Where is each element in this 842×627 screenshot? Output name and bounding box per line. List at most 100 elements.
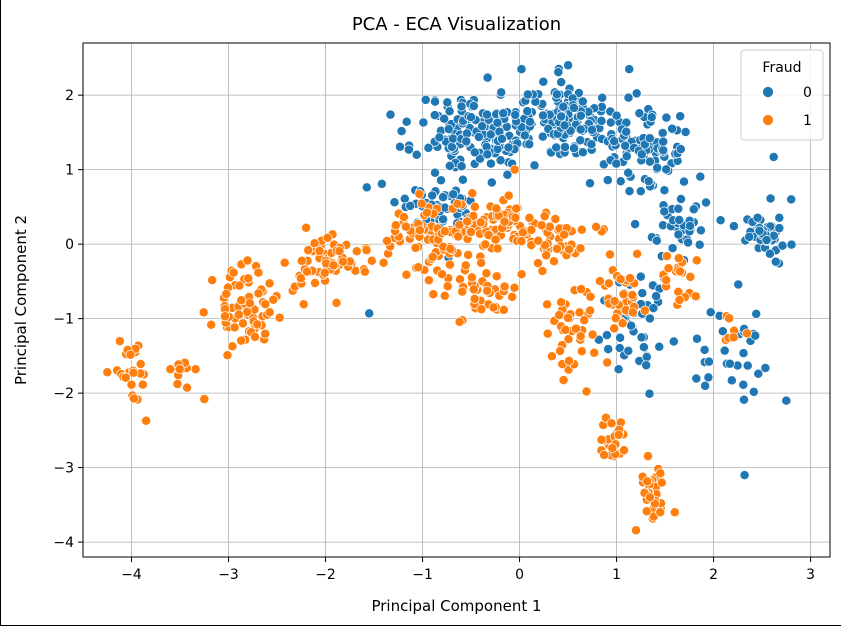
scatter-point	[575, 135, 586, 146]
plot-border	[82, 42, 831, 558]
scatter-point	[675, 111, 686, 122]
scatter-point	[485, 129, 496, 140]
scatter-point	[416, 198, 427, 209]
scatter-point	[576, 346, 587, 357]
scatter-point	[701, 197, 711, 208]
scatter-point	[673, 229, 684, 240]
scatter-point	[576, 284, 587, 295]
scatter-point	[602, 175, 613, 186]
scatter-point	[577, 147, 588, 158]
scatter-point	[573, 88, 584, 98]
scatter-point	[522, 89, 533, 100]
scatter-point	[466, 112, 476, 123]
scatter-point	[728, 332, 739, 343]
scatter-point	[753, 368, 764, 379]
scatter-point	[748, 386, 759, 397]
scatter-point	[587, 124, 597, 135]
scatter-point	[483, 230, 494, 240]
scatter-point	[398, 212, 409, 222]
scatter-point	[560, 142, 570, 152]
scatter-point	[524, 139, 535, 150]
scatter-point	[438, 192, 449, 203]
scatter-point	[761, 235, 772, 245]
scatter-point	[199, 394, 210, 405]
scatter-points	[102, 60, 797, 536]
scatter-point	[334, 246, 345, 257]
scatter-point	[564, 355, 574, 366]
scatter-point	[423, 275, 434, 286]
x-tick-label: 2	[709, 567, 718, 583]
scatter-point	[120, 372, 131, 383]
scatter-point	[467, 188, 478, 199]
scatter-point	[615, 332, 626, 343]
scatter-point	[260, 299, 271, 310]
scatter-point	[296, 255, 307, 266]
scatter-point	[651, 291, 662, 302]
scatter-point	[626, 320, 637, 331]
scatter-point	[491, 203, 502, 214]
scatter-point	[428, 289, 439, 300]
scatter-point	[434, 132, 445, 143]
scatter-point	[609, 296, 620, 307]
scatter-point	[624, 64, 635, 75]
scatter-point	[452, 198, 463, 209]
scatter-point	[126, 379, 137, 390]
y-tick-label: −4	[53, 535, 74, 551]
scatter-point	[563, 312, 573, 323]
scatter-point	[551, 89, 562, 100]
scatter-point	[648, 303, 659, 314]
scatter-point	[586, 139, 597, 150]
scatter-point	[553, 67, 564, 78]
scatter-point	[644, 156, 655, 167]
scatter-point	[536, 220, 547, 231]
scatter-point	[704, 356, 714, 367]
scatter-point	[468, 284, 479, 295]
scatter-point	[244, 298, 255, 309]
scatter-point	[549, 256, 559, 267]
scatter-point	[401, 269, 412, 280]
scatter-point	[556, 77, 567, 88]
x-tick-label: −3	[218, 567, 239, 583]
scatter-point	[423, 142, 434, 153]
scatter-point	[395, 141, 405, 152]
scatter-point	[396, 126, 407, 137]
scatter-point	[559, 229, 570, 240]
scatter-point	[643, 176, 654, 187]
x-tick-label: 1	[612, 567, 621, 583]
scatter-point	[390, 220, 401, 231]
scatter-point	[674, 215, 685, 225]
scatter-point	[456, 101, 467, 112]
series-1	[102, 164, 752, 536]
y-tick-label: −2	[53, 386, 74, 402]
scatter-point	[491, 271, 502, 282]
scatter-point	[700, 380, 711, 391]
scatter-point	[635, 271, 646, 282]
scatter-point	[738, 348, 749, 359]
scatter-point	[135, 359, 146, 369]
scatter-point	[480, 239, 491, 250]
scatter-point	[601, 330, 612, 341]
scatter-point	[571, 323, 581, 334]
scatter-point	[427, 251, 438, 262]
scatter-point	[659, 206, 670, 217]
scatter-point	[576, 224, 587, 235]
y-tick-label: 2	[65, 88, 74, 104]
scatter-point	[236, 335, 247, 346]
scatter-point	[641, 360, 652, 371]
scatter-point	[141, 415, 152, 426]
scatter-point	[314, 245, 325, 256]
scatter-point	[463, 249, 474, 260]
scatter-point	[609, 323, 620, 334]
scatter-point	[644, 388, 655, 399]
scatter-point	[469, 201, 480, 212]
scatter-point	[695, 225, 706, 236]
scatter-point	[366, 255, 377, 266]
scatter-point	[739, 394, 749, 405]
scatter-point	[739, 470, 750, 481]
x-tick-label: −2	[315, 567, 336, 583]
scatter-point	[444, 259, 455, 270]
scatter-point	[636, 332, 647, 343]
scatter-point	[503, 190, 514, 201]
scatter-point	[439, 226, 450, 237]
